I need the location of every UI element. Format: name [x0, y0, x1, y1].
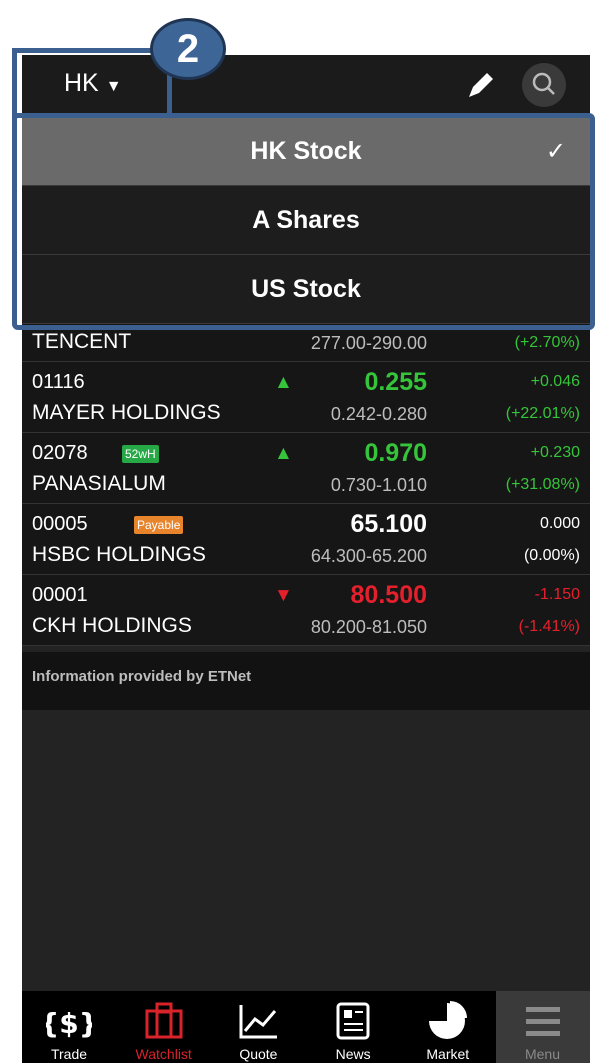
- dropdown-label: A Shares: [252, 205, 360, 234]
- top-bar: HK ▼: [22, 55, 590, 117]
- stock-badge: 52wH: [122, 445, 159, 463]
- stock-range: 0.242-0.280: [330, 404, 427, 424]
- stock-price: 65.100: [350, 510, 427, 538]
- nav-icon: [336, 1002, 370, 1040]
- stock-pct: (+2.70%): [514, 334, 580, 351]
- search-icon[interactable]: [520, 61, 568, 109]
- nav-icon: {$}: [46, 1007, 92, 1040]
- nav-item[interactable]: Market: [401, 991, 495, 1063]
- stock-pct: (+31.08%): [505, 476, 580, 493]
- stock-code: 00001: [32, 584, 88, 606]
- nav-icon: [525, 1007, 560, 1036]
- dropdown-item[interactable]: A Shares: [22, 186, 590, 255]
- nav-item[interactable]: {$} Trade: [22, 991, 116, 1063]
- stock-price: 0.255: [364, 368, 427, 396]
- stock-range: 80.200-81.050: [310, 617, 427, 637]
- nav-item[interactable]: Menu: [495, 991, 590, 1063]
- dropdown-highlight: [12, 113, 595, 330]
- stock-range: 277.00-290.00: [310, 333, 427, 353]
- info-strip: Information provided by ETNet: [22, 652, 590, 710]
- callout-box: [12, 48, 172, 118]
- svg-text:{$}: {$}: [46, 1007, 92, 1040]
- stock-row[interactable]: 02078 52wH PANASIALUM ▲ 0.970 +0.230 0.730-1.0…: [22, 433, 590, 504]
- dropdown-item[interactable]: US Stock: [22, 255, 590, 324]
- stock-pct: (+22.01%): [505, 405, 580, 422]
- stock-code: 02078: [32, 442, 88, 464]
- stock-badge: Payable: [134, 516, 184, 534]
- nav-item[interactable]: News: [306, 991, 400, 1063]
- nav-icon: [428, 1001, 467, 1039]
- stock-range: 0.730-1.010: [330, 475, 427, 495]
- dropdown-item[interactable]: HK Stock ✓: [22, 117, 590, 186]
- stock-change: -1.150: [534, 586, 580, 603]
- nav-label: Trade: [50, 1046, 88, 1062]
- nav-label: Quote: [239, 1046, 278, 1062]
- trend-arrow: ▲: [274, 443, 293, 464]
- trend-arrow: ▼: [274, 585, 293, 606]
- stock-row[interactable]: 01116 MAYER HOLDINGS ▲ 0.255 +0.046 0.242-0.2…: [22, 362, 590, 433]
- caret: ▼: [105, 78, 122, 95]
- stock-name: MAYER HOLDINGS: [32, 401, 221, 424]
- stock-price: 0.970: [364, 439, 427, 467]
- check-mark: ✓: [545, 138, 566, 165]
- stock-name: PANASIALUM: [32, 472, 166, 495]
- nav-label: Watchlist: [135, 1046, 192, 1062]
- dropdown-label: US Stock: [251, 274, 361, 303]
- nav-icon: [239, 1005, 278, 1039]
- phone-screen: HK ▼ TENCENT 277.00-290.00 (+2.70%) 01116 MA…: [22, 55, 590, 1063]
- footer-note: Information provided by ETNet: [32, 668, 252, 685]
- stock-name: TENCENT: [32, 330, 132, 353]
- bottom-nav: {$} Trade Watchlist Quote News Market Menu: [22, 991, 590, 1063]
- stock-price: 80.500: [350, 581, 427, 609]
- nav-item[interactable]: Watchlist: [117, 991, 211, 1063]
- nav-label: Menu: [524, 1046, 561, 1062]
- edit-icon[interactable]: [465, 69, 497, 101]
- stock-code: 00005: [32, 513, 88, 535]
- stock-pct: (-1.41%): [518, 618, 580, 635]
- region-selector[interactable]: HK ▼: [64, 69, 122, 98]
- stock-name: HSBC HOLDINGS: [32, 543, 206, 566]
- stock-change: 0.000: [539, 515, 580, 532]
- stock-pct: (0.00%): [523, 547, 580, 564]
- stock-range: 64.300-65.200: [310, 546, 427, 566]
- stock-row[interactable]: 00005 Payable HSBC HOLDINGS 65.100 0.000 64.3…: [22, 504, 590, 575]
- stock-change: +0.230: [530, 444, 580, 461]
- dropdown-label: HK Stock: [250, 136, 362, 165]
- nav-icon: [145, 1002, 183, 1039]
- stock-change: +0.046: [530, 373, 580, 390]
- callout-badge: 2: [150, 18, 226, 80]
- trend-arrow: ▲: [274, 372, 293, 393]
- nav-label: Market: [426, 1046, 470, 1062]
- region-label: HK: [64, 69, 99, 97]
- nav-label: News: [335, 1046, 371, 1062]
- stock-name: CKH HOLDINGS: [32, 614, 192, 637]
- stock-row[interactable]: 00001 CKH HOLDINGS ▼ 80.500 -1.150 80.200-81.…: [22, 575, 590, 646]
- stock-code: 01116: [32, 371, 85, 393]
- nav-item[interactable]: Quote: [211, 991, 305, 1063]
